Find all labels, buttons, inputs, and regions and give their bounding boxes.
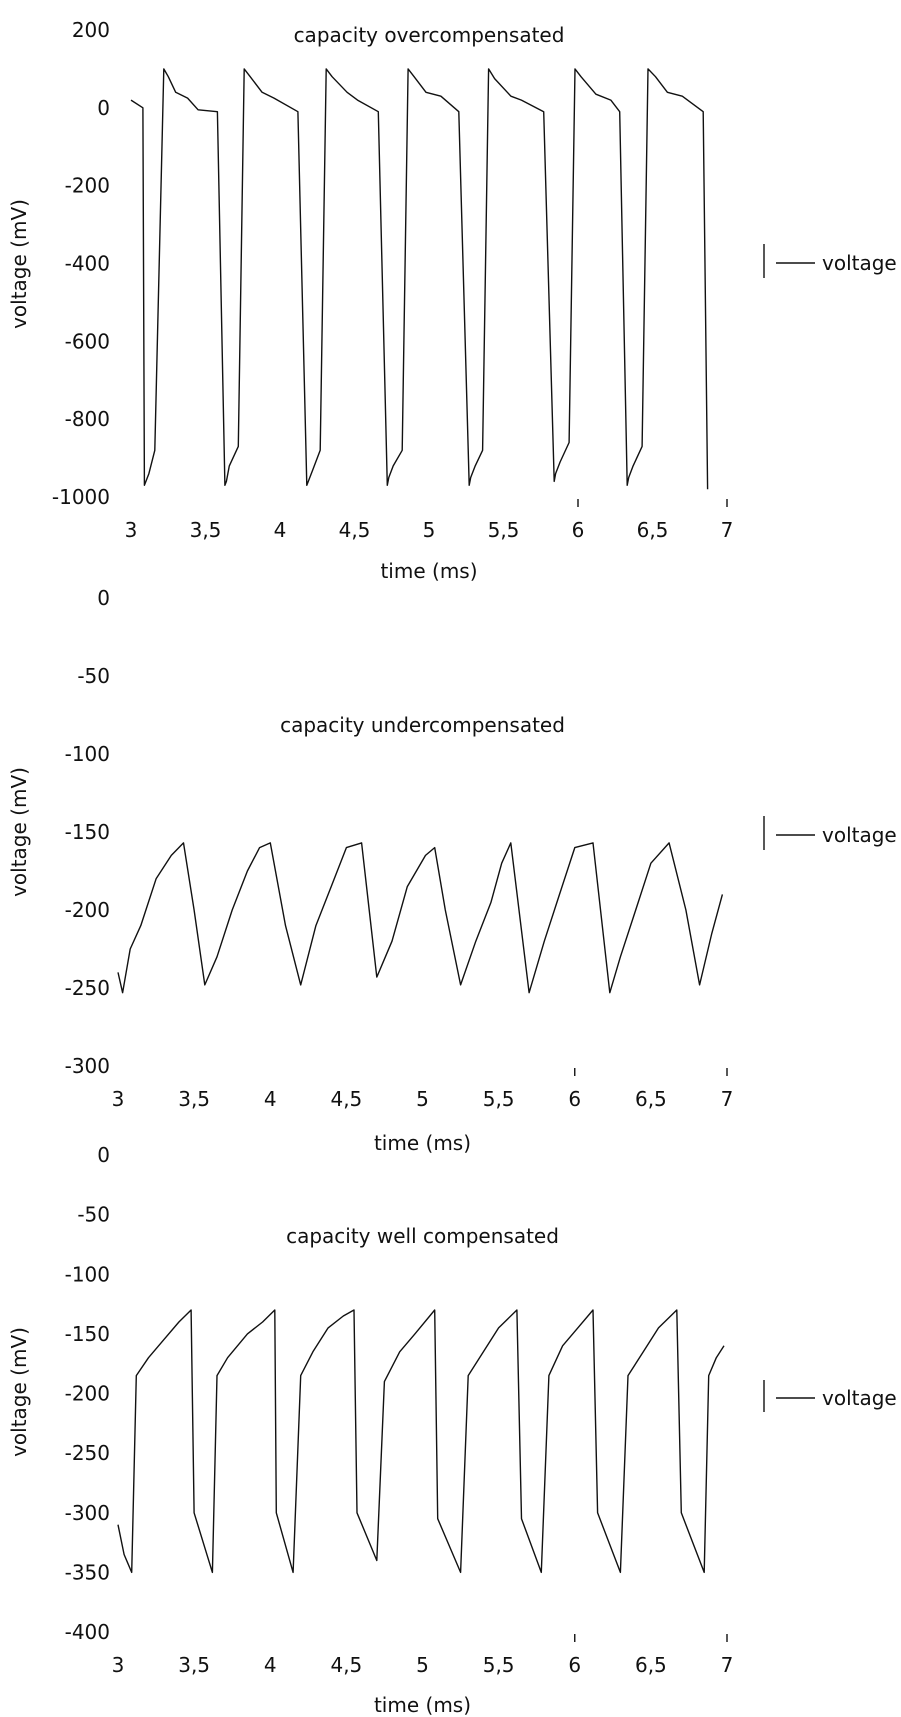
legend-label: voltage xyxy=(822,251,897,275)
x-tick-label: 6,5 xyxy=(635,1653,667,1677)
y-tick-label: -800 xyxy=(65,407,110,431)
x-tick-label: 4 xyxy=(264,1087,277,1111)
y-axis-label: voltage (mV) xyxy=(7,767,31,897)
legend: voltage xyxy=(763,1380,897,1412)
x-tick-label: 5 xyxy=(423,518,436,542)
y-tick-label: 0 xyxy=(97,1143,110,1167)
y-tick-label: -350 xyxy=(65,1560,110,1584)
x-tick-label: 4 xyxy=(264,1653,277,1677)
y-tick-label: 0 xyxy=(97,96,110,120)
x-tick-label: 5 xyxy=(416,1653,429,1677)
y-tick-label: -100 xyxy=(65,742,110,766)
chart-panel-3: capacity well compensated 0 -50 -100 -150 -20… xyxy=(7,1143,897,1717)
y-tick-label: -250 xyxy=(65,976,110,1000)
y-tick-label: -400 xyxy=(65,1620,110,1644)
y-tick-label: -200 xyxy=(65,898,110,922)
legend: voltage xyxy=(763,816,897,850)
x-tick-label: 3 xyxy=(112,1653,125,1677)
x-tick-label: 6,5 xyxy=(637,518,669,542)
y-tick-label: -1000 xyxy=(52,485,110,509)
x-tick-label: 4,5 xyxy=(330,1653,362,1677)
x-tick-label: 6 xyxy=(568,1087,581,1111)
chart-title: capacity undercompensated xyxy=(280,713,565,737)
series-line-voltage xyxy=(130,68,709,490)
y-tick-label: -300 xyxy=(65,1054,110,1078)
y-tick-label: -250 xyxy=(65,1441,110,1465)
y-tick-label: -300 xyxy=(65,1501,110,1525)
series-line-voltage xyxy=(117,1309,725,1574)
y-axis-label: voltage (mV) xyxy=(7,1327,31,1457)
series-line-voltage xyxy=(117,842,724,994)
x-tick-label: 7 xyxy=(721,1653,734,1677)
x-tick-label: 5,5 xyxy=(483,1087,515,1111)
x-tick-label: 6 xyxy=(572,518,585,542)
y-tick-label: -400 xyxy=(65,252,110,276)
x-tick-label: 6,5 xyxy=(635,1087,667,1111)
chart-title: capacity overcompensated xyxy=(294,23,565,47)
y-tick-label: -150 xyxy=(65,820,110,844)
y-tick-label: -50 xyxy=(77,1203,110,1227)
x-tick-label: 3 xyxy=(125,518,138,542)
x-tick-label: 3,5 xyxy=(178,1653,210,1677)
x-axis-label: time (ms) xyxy=(374,1131,471,1155)
x-tick-label: 7 xyxy=(721,1087,734,1111)
x-tick-label: 5,5 xyxy=(488,518,520,542)
legend: voltage xyxy=(763,244,897,278)
legend-label: voltage xyxy=(822,1386,897,1410)
x-axis-label: time (ms) xyxy=(380,559,477,583)
x-tick-label: 3 xyxy=(112,1087,125,1111)
y-tick-label: -150 xyxy=(65,1322,110,1346)
chart-title: capacity well compensated xyxy=(286,1224,559,1248)
y-tick-label: -600 xyxy=(65,329,110,353)
chart-panel-1: capacity overcompensated 200 0 -200 -400 -600… xyxy=(7,18,897,583)
x-tick-label: 5,5 xyxy=(483,1653,515,1677)
chart-panel-2: capacity undercompensated 0 -50 -100 -150 -20… xyxy=(7,586,897,1155)
x-tick-label: 3,5 xyxy=(178,1087,210,1111)
legend-label: voltage xyxy=(822,823,897,847)
x-tick-label: 6 xyxy=(568,1653,581,1677)
y-axis-label: voltage (mV) xyxy=(7,199,31,329)
y-tick-label: -200 xyxy=(65,174,110,198)
y-tick-label: -100 xyxy=(65,1262,110,1286)
y-tick-label: -50 xyxy=(77,664,110,688)
x-tick-label: 4 xyxy=(274,518,287,542)
y-tick-label: 0 xyxy=(97,586,110,610)
x-tick-label: 5 xyxy=(416,1087,429,1111)
x-tick-label: 3,5 xyxy=(190,518,222,542)
y-tick-label: 200 xyxy=(72,18,110,42)
y-tick-label: -200 xyxy=(65,1382,110,1406)
x-tick-label: 4,5 xyxy=(330,1087,362,1111)
x-tick-label: 7 xyxy=(721,518,734,542)
x-axis-label: time (ms) xyxy=(374,1693,471,1717)
x-tick-label: 4,5 xyxy=(339,518,371,542)
